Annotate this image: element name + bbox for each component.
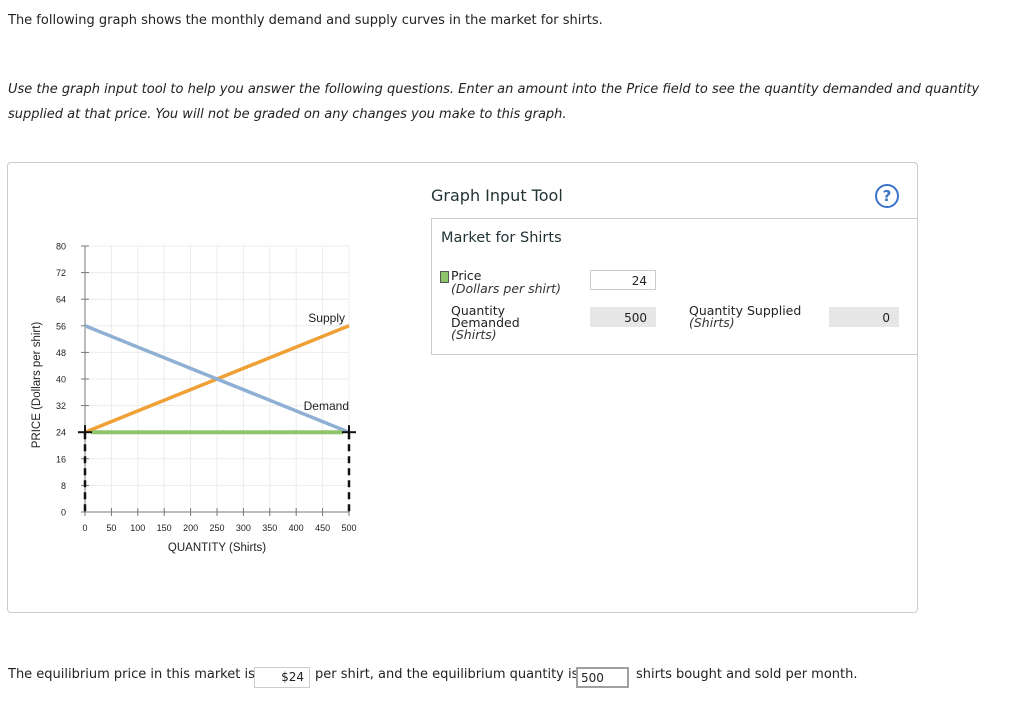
tool-title: Graph Input Tool (431, 186, 563, 205)
chart-labels: 0 8 16 24 32 40 48 56 64 72 80 0 50 100 150 200 250 300 35… (31, 242, 357, 555)
y-tick-label: 80 (56, 242, 66, 252)
x-tick-label: 400 (289, 523, 304, 533)
x-tick-label: 350 (262, 523, 277, 533)
x-tick-label: 100 (130, 523, 145, 533)
graph-panel (7, 162, 918, 613)
price-label-block: Price (Dollars per shirt) (451, 269, 561, 295)
qs-label-block: Quantity Supplied (Shirts) (689, 303, 802, 330)
y-tick-label: 56 (56, 321, 66, 331)
equilibrium-price-input[interactable]: $24 (254, 667, 310, 688)
chart-series (78, 324, 356, 512)
x-tick-label: 0 (82, 523, 87, 533)
question-part1: The equilibrium price in this market is (8, 667, 255, 682)
y-tick-label: 64 (56, 295, 66, 305)
qd-label-line1: Quantity (451, 303, 506, 318)
market-box (431, 218, 918, 355)
y-tick-label: 0 (61, 508, 66, 518)
y-tick-label: 48 (56, 348, 66, 358)
x-tick-label: 250 (209, 523, 224, 533)
y-tick-label: 16 (56, 454, 66, 464)
question-part2: per shirt, and the equilibrium quantity … (315, 667, 579, 682)
market-title: Market for Shirts (441, 230, 562, 246)
y-tick-label: 72 (56, 268, 66, 278)
qd-sublabel: (Shirts) (451, 327, 497, 342)
series-label-demand: Demand (304, 399, 349, 413)
qd-label-line2: Demanded (451, 315, 520, 330)
y-tick-label: 32 (56, 401, 66, 411)
y-tick-label: 8 (61, 481, 66, 491)
x-tick-label: 150 (157, 523, 172, 533)
x-tick-label: 200 (183, 523, 198, 533)
chart-grid (85, 245, 350, 512)
series-line-demand (84, 324, 350, 434)
chart-axes (81, 245, 350, 516)
qs-label: Quantity Supplied (689, 303, 802, 318)
qd-label-block: Quantity Demanded (Shirts) (451, 303, 520, 342)
x-axis-label: QUANTITY (Shirts) (168, 542, 266, 554)
price-sublabel: (Dollars per shirt) (451, 281, 561, 296)
y-tick-label: 24 (56, 428, 66, 438)
y-axis-label: PRICE (Dollars per shirt) (31, 322, 43, 449)
instructions-text: Use the graph input tool to help you ans… (8, 82, 980, 122)
qs-sublabel: (Shirts) (689, 315, 735, 330)
x-tick-label: 50 (106, 523, 116, 533)
x-tick-label: 300 (236, 523, 251, 533)
equilibrium-quantity-input[interactable]: 500 (576, 667, 629, 688)
x-tick-label: 450 (315, 523, 330, 533)
help-icon[interactable]: ? (875, 184, 899, 208)
qd-value: 500 (590, 307, 656, 327)
price-label: Price (451, 268, 482, 283)
series-label-supply: Supply (308, 311, 345, 325)
intro-text: The following graph shows the monthly de… (8, 13, 603, 28)
x-tick-label: 500 (341, 523, 356, 533)
price-swatch-icon (440, 271, 449, 283)
qs-value: 0 (829, 307, 899, 327)
question-part3: shirts bought and sold per month. (636, 667, 858, 682)
price-input[interactable]: 24 (590, 270, 656, 290)
y-tick-label: 40 (56, 375, 66, 385)
